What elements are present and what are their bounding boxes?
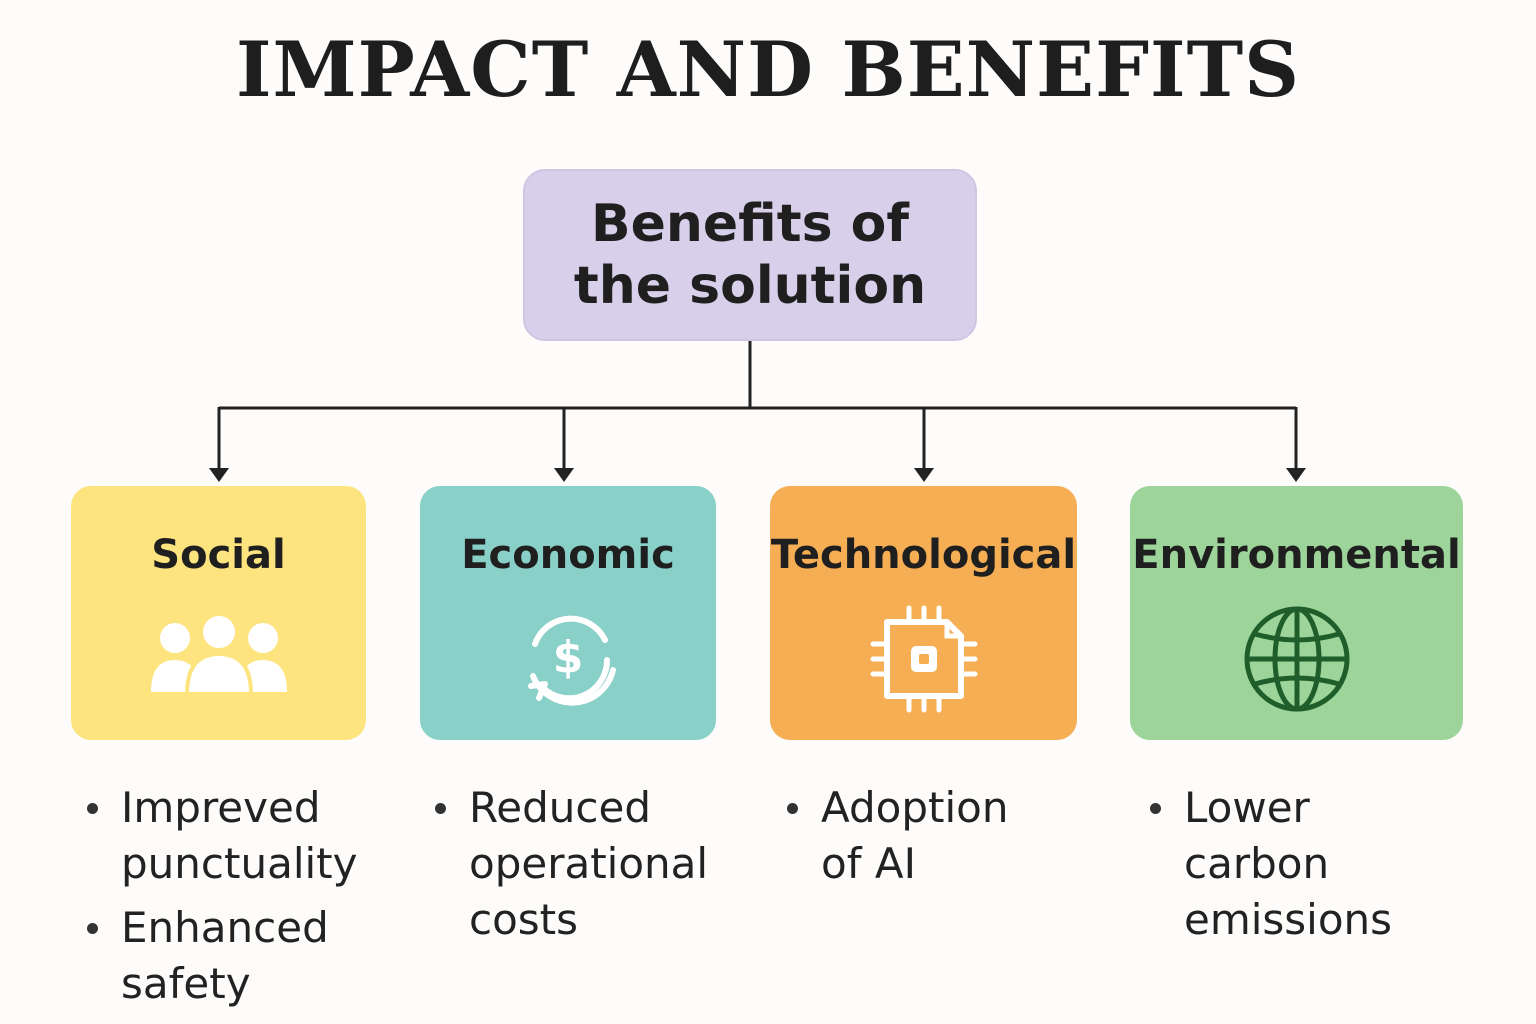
list-item-line: Enhanced <box>121 903 329 952</box>
list-item: Lower carbon emissions <box>1148 780 1392 948</box>
bullet-list-economic: Reduced operational costs <box>433 780 708 956</box>
list-item: Enhanced safety <box>85 900 357 1012</box>
list-item-line: safety <box>121 959 251 1008</box>
chip-icon <box>770 604 1077 714</box>
root-node-benefits: Benefits of the solution <box>523 169 977 341</box>
connector-arrow-technological <box>914 407 934 482</box>
category-card-technological: Technological <box>770 486 1077 740</box>
connector-arrow-economic <box>554 407 574 482</box>
svg-text:$: $ <box>553 632 584 683</box>
list-item-line: Adoption <box>821 783 1009 832</box>
category-title-environmental: Environmental <box>1132 532 1461 578</box>
list-item-line: carbon <box>1184 839 1330 888</box>
list-item: Adoption of AI <box>785 780 1008 892</box>
list-item-line: operational <box>469 839 709 888</box>
root-node-line-2: the solution <box>573 256 927 316</box>
root-node-line-1: Benefits of <box>590 194 909 254</box>
list-item-line: Reduced <box>469 783 652 832</box>
dollar-cycle-icon: $ <box>420 604 716 714</box>
category-title-economic: Economic <box>461 532 675 578</box>
category-title-technological: Technological <box>770 532 1077 578</box>
category-card-economic: Economic $ <box>420 486 716 740</box>
list-item: Reduced operational costs <box>433 780 708 948</box>
page-title: IMPACT AND BENEFITS <box>235 25 1301 114</box>
people-group-icon <box>71 604 366 714</box>
list-item-line: punctuality <box>121 839 358 888</box>
bullet-list-environmental: Lower carbon emissions <box>1148 780 1392 956</box>
category-card-environmental: Environmental <box>1130 486 1463 740</box>
list-item-line: costs <box>469 895 579 944</box>
bullet-list-technological: Adoption of AI <box>785 780 1008 900</box>
root-node-label: Benefits of the solution <box>574 193 926 317</box>
list-item-line: emissions <box>1184 895 1393 944</box>
list-item-line: Lower <box>1184 783 1310 832</box>
category-title-social: Social <box>151 532 286 578</box>
list-item: Impreved punctuality <box>85 780 357 892</box>
globe-icon <box>1130 604 1463 714</box>
list-item-line: of AI <box>821 839 916 888</box>
connector-arrow-social <box>209 407 229 482</box>
list-item-line: Impreved <box>121 783 321 832</box>
connector-arrow-environmental <box>1286 407 1306 482</box>
bullet-list-social: Impreved punctuality Enhanced safety <box>85 780 357 1020</box>
category-card-social: Social <box>71 486 366 740</box>
